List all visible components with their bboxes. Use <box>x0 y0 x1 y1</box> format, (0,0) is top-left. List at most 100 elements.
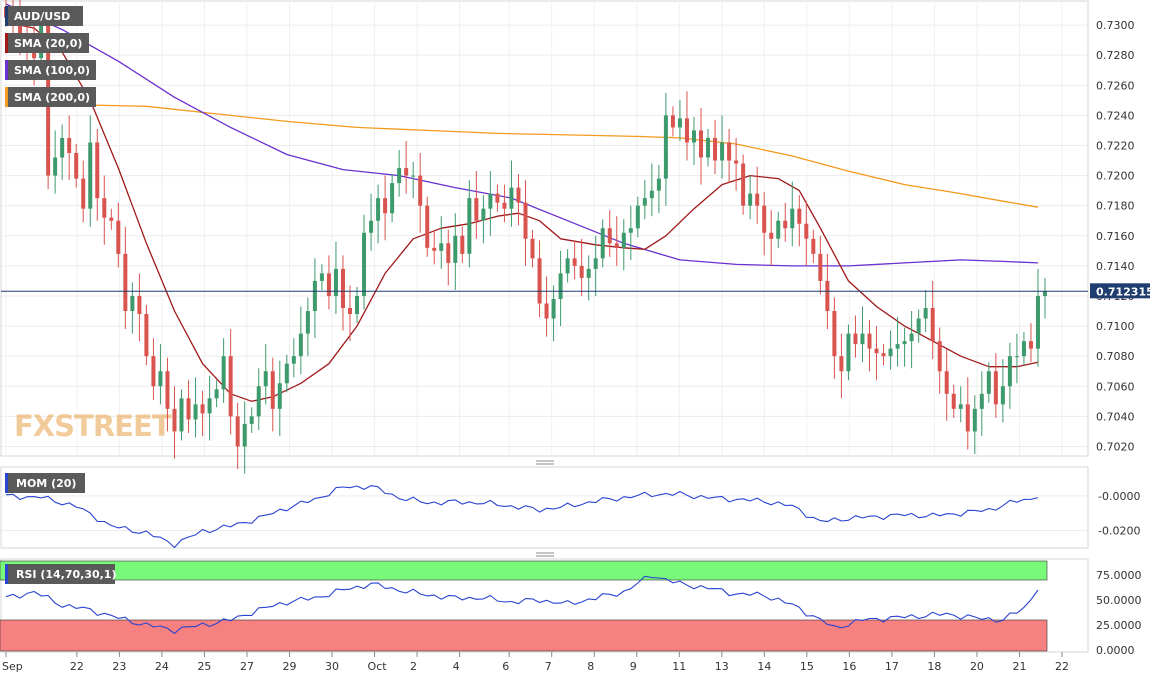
rsi-pane-frame <box>0 558 1089 653</box>
candle <box>811 229 816 263</box>
x-tick-label: 22 <box>1055 660 1069 673</box>
y-tick-label: 0.7240 <box>1096 109 1135 122</box>
candle <box>123 226 128 330</box>
candle-body <box>333 268 338 296</box>
candle-body <box>123 253 128 312</box>
legend-aud-usd[interactable]: AUD/USD <box>5 6 83 26</box>
x-tick-label: 25 <box>197 660 211 673</box>
y-tick-label: 25.0000 <box>1096 619 1142 632</box>
candle <box>228 329 233 435</box>
x-tick-label: 16 <box>842 660 856 673</box>
legend-sma-200[interactable]: SMA (200,0) <box>5 87 96 107</box>
candle-body <box>895 344 900 349</box>
candle-body <box>818 253 823 281</box>
y-tick-label: 0.7160 <box>1096 230 1135 243</box>
candle-body <box>790 208 795 229</box>
candle-body <box>558 273 563 299</box>
x-tick-label: 14 <box>757 660 771 673</box>
candle-body <box>151 356 156 387</box>
legend-sma-20[interactable]: SMA (20,0) <box>5 33 89 53</box>
x-tick-label: 2 <box>410 660 417 673</box>
candle <box>635 196 640 238</box>
candle-body <box>1028 341 1033 349</box>
legend-rsi[interactable]: RSI (14,70,30,1) <box>5 564 116 584</box>
candle-body <box>474 198 479 221</box>
candle-body <box>207 398 212 414</box>
legend-sma-100[interactable]: SMA (100,0) <box>5 60 96 80</box>
candle <box>972 395 977 454</box>
candle-body <box>979 393 984 409</box>
candle <box>593 235 598 296</box>
candle-body <box>832 311 837 357</box>
candle <box>544 276 549 337</box>
candle-body <box>579 265 584 278</box>
candle-body <box>74 152 79 179</box>
candle <box>628 205 633 260</box>
current-price-tag: 0.712315 <box>1090 283 1154 299</box>
candle <box>965 377 970 450</box>
candle-body <box>109 217 114 221</box>
x-tick-label: 20 <box>970 660 984 673</box>
y-tick-label: 0.7140 <box>1096 260 1135 273</box>
candle-body <box>404 168 409 176</box>
mom-pane-frame <box>0 466 1089 549</box>
y-tick-label: 0.7220 <box>1096 139 1135 152</box>
candle-body <box>699 130 704 158</box>
candle <box>1028 323 1033 363</box>
candle-body <box>312 280 317 312</box>
candle-body <box>572 258 577 266</box>
x-tick-label: 15 <box>800 660 814 673</box>
candle-body <box>537 258 542 304</box>
candle-body <box>958 404 963 409</box>
candle-body <box>551 298 556 319</box>
candle-body <box>621 232 626 248</box>
candle-body <box>769 232 774 239</box>
candle-body <box>663 115 668 179</box>
candle <box>867 320 872 372</box>
candle-body <box>509 187 514 209</box>
candle-body <box>347 308 352 315</box>
sma-200-line <box>5 101 1039 208</box>
candle <box>986 362 991 403</box>
candle <box>656 165 661 214</box>
candle <box>397 149 402 197</box>
rsi-y-axis: 75.0000 50.0000 25.0000 0.0000 <box>1096 569 1142 657</box>
candle-body <box>235 416 240 447</box>
sma-20-path <box>5 21 1039 402</box>
candle <box>579 238 584 296</box>
candle <box>362 214 367 310</box>
pane-resize-handle[interactable] <box>536 552 554 557</box>
candle <box>67 115 72 181</box>
candle <box>663 92 668 206</box>
candle-body <box>270 371 275 409</box>
candle-body <box>727 142 732 161</box>
candle-body <box>684 118 689 143</box>
candle-body <box>67 137 72 153</box>
candle <box>853 315 858 358</box>
pane-resize-handle[interactable] <box>536 460 554 465</box>
candle-body <box>488 193 493 209</box>
candle-body <box>846 333 851 372</box>
candle-body <box>102 198 107 218</box>
candle-body <box>902 341 907 345</box>
legend-mom[interactable]: MOM (20) <box>5 473 85 493</box>
candle-body <box>853 333 858 345</box>
candle <box>860 306 865 363</box>
candle-body <box>986 371 991 394</box>
candle-body <box>586 268 591 278</box>
candle <box>649 163 654 217</box>
candle-body <box>516 187 521 203</box>
candle-body <box>888 348 893 357</box>
candle <box>895 317 900 367</box>
candle <box>200 390 205 436</box>
candle-body <box>439 243 444 251</box>
candle-body <box>523 202 528 239</box>
candle-body <box>81 178 86 209</box>
candle <box>467 180 472 268</box>
candle-body <box>530 238 535 259</box>
candle-body <box>916 318 921 334</box>
candlestick-series[interactable] <box>4 0 1047 474</box>
candle <box>734 137 739 191</box>
y-tick-label: 0.7040 <box>1096 410 1135 423</box>
